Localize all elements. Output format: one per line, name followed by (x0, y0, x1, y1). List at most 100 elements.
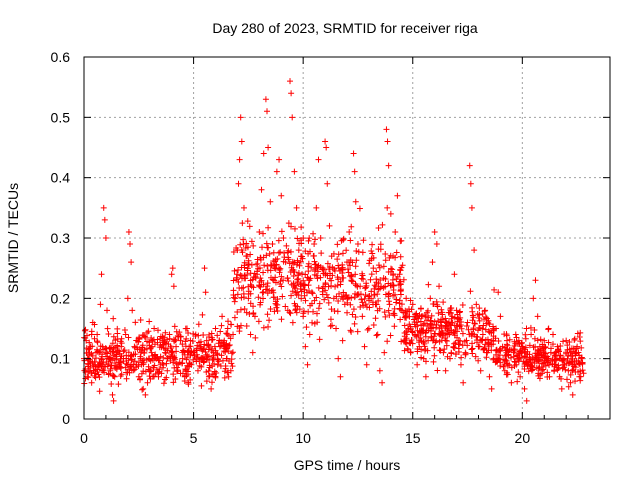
data-point (376, 264, 383, 271)
data-point (464, 319, 471, 326)
data-point (344, 259, 350, 266)
data-point (553, 357, 560, 364)
data-point (316, 300, 323, 307)
data-point (577, 377, 584, 384)
data-point (393, 276, 400, 283)
data-point (468, 346, 475, 353)
data-point (234, 276, 241, 283)
data-point (157, 333, 164, 340)
data-point (376, 305, 383, 312)
data-point (117, 365, 124, 372)
data-point (488, 337, 495, 344)
data-point (575, 368, 582, 375)
data-point (523, 325, 530, 332)
data-point (214, 361, 221, 368)
data-point (387, 332, 394, 339)
data-point (145, 328, 152, 335)
data-point (272, 265, 279, 272)
data-point (247, 251, 254, 258)
data-point (338, 237, 345, 244)
data-point (361, 295, 368, 302)
data-point (254, 271, 261, 278)
data-point (200, 331, 207, 338)
data-point (314, 319, 321, 326)
data-point (287, 78, 294, 85)
data-point (401, 329, 408, 336)
data-point (401, 347, 408, 354)
data-point (373, 268, 380, 275)
data-point (304, 274, 311, 281)
data-point (310, 308, 317, 315)
data-point (322, 281, 329, 288)
data-point (455, 315, 462, 322)
data-point (545, 325, 552, 332)
data-point (418, 338, 425, 345)
data-point (540, 366, 547, 373)
data-point (339, 264, 346, 271)
data-point (517, 373, 524, 380)
data-point (381, 349, 388, 356)
data-point (423, 317, 430, 324)
data-point (243, 323, 250, 330)
data-point (374, 331, 381, 338)
data-point (380, 275, 387, 282)
data-point (359, 299, 366, 306)
data-point (136, 336, 143, 343)
data-point (236, 156, 243, 163)
data-point (512, 331, 519, 338)
data-point (205, 342, 212, 349)
data-point (315, 305, 322, 312)
data-point (397, 316, 404, 323)
data-point (174, 367, 181, 374)
data-point (277, 249, 284, 256)
data-point (335, 251, 342, 258)
data-point (123, 369, 130, 376)
data-point (430, 300, 437, 307)
data-point (375, 224, 382, 231)
data-point (544, 369, 551, 376)
data-point (372, 315, 379, 322)
data-point (495, 338, 502, 345)
data-point (292, 285, 299, 292)
data-point (331, 307, 338, 314)
data-point (401, 314, 408, 321)
data-point (415, 315, 422, 322)
data-point (275, 237, 282, 244)
data-point (246, 311, 253, 318)
data-point (397, 267, 404, 274)
data-point (131, 343, 138, 350)
data-point (355, 248, 362, 255)
data-point (206, 357, 213, 364)
data-point (514, 378, 521, 385)
data-point (243, 240, 250, 247)
data-point (438, 319, 445, 326)
data-point (313, 272, 320, 279)
data-point (264, 262, 271, 269)
data-point (324, 294, 331, 301)
data-point (555, 346, 562, 353)
data-point (527, 324, 534, 331)
data-point (278, 283, 285, 290)
data-point (250, 310, 257, 317)
data-point (97, 347, 104, 354)
data-point (205, 373, 212, 380)
data-point (440, 299, 447, 306)
data-point (139, 342, 146, 349)
data-point (567, 371, 574, 378)
data-point (357, 283, 364, 290)
data-point (267, 198, 274, 205)
data-point (365, 325, 372, 332)
data-point (353, 257, 360, 264)
data-point (86, 339, 93, 346)
data-point (473, 301, 480, 308)
data-point (386, 312, 393, 319)
data-point (112, 344, 119, 351)
data-point (275, 249, 282, 256)
data-point (202, 348, 209, 355)
data-point (348, 328, 355, 335)
data-point (425, 314, 432, 321)
data-point (375, 262, 382, 269)
data-point (234, 308, 241, 315)
data-point (177, 337, 184, 344)
data-point (431, 344, 438, 351)
